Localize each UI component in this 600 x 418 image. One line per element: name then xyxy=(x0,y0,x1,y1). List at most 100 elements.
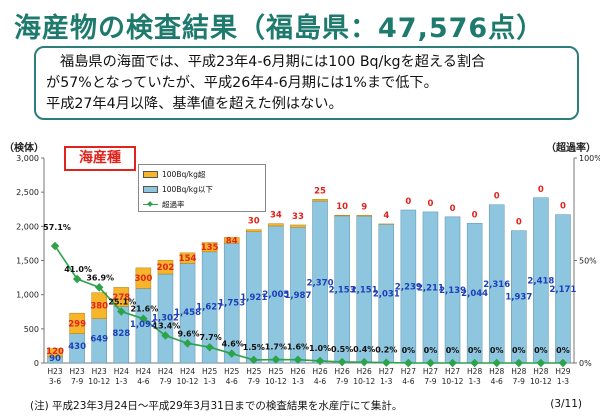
rate-point-21 xyxy=(514,358,524,368)
legend-label-rate: 超過率 xyxy=(162,199,185,209)
bar-over-value-label: 120 xyxy=(46,347,64,357)
bar-under-value-label: 1,627 xyxy=(196,303,223,313)
y-left-tick-label: 2,000 xyxy=(16,222,39,231)
rate-value-label: 9.6% xyxy=(177,329,199,338)
rate-value-label: 0% xyxy=(512,346,526,355)
x-tick-label-period: 10-12 xyxy=(442,377,464,386)
x-tick-label-year: H27 xyxy=(423,367,438,376)
x-tick-label-year: H25 xyxy=(246,367,261,376)
x-tick-label-period: 1-3 xyxy=(557,377,569,386)
bar-over-value-label: 25 xyxy=(314,186,326,196)
rate-point-6 xyxy=(183,339,192,348)
rate-point-8 xyxy=(227,349,236,358)
y-left-tick-label: 0 xyxy=(34,359,39,368)
rate-value-label: 1.0% xyxy=(309,344,331,353)
bar-over-10 xyxy=(268,223,284,227)
rate-point-4 xyxy=(139,314,148,323)
bar-over-8 xyxy=(223,237,240,244)
y-left-tick-label: 1,000 xyxy=(16,291,39,300)
x-tick-label-period: 7-9 xyxy=(248,377,260,386)
rate-point-9 xyxy=(249,355,259,365)
bar-over-1 xyxy=(69,312,85,334)
x-tick-label-year: H23 xyxy=(70,367,85,376)
rate-value-label: 0.4% xyxy=(353,345,375,354)
bar-over-value-label: 154 xyxy=(179,254,197,264)
x-tick-label-year: H29 xyxy=(555,367,570,376)
y-left-tick-label: 500 xyxy=(24,325,39,334)
description-line-1: 福島県の海面では、平成23年4-6月期には100 Bq/kgを超える割合 xyxy=(60,54,486,70)
legend-swatch-under xyxy=(143,185,158,193)
legend-item-under: 100Bq/kg以下 xyxy=(143,183,213,195)
page-number: (3/11) xyxy=(550,398,582,410)
rate-point-12 xyxy=(315,356,325,366)
x-tick-label-period: 4-6 xyxy=(491,377,503,386)
rate-point-18 xyxy=(448,358,457,368)
bar-over-value-label: 0 xyxy=(427,199,433,209)
x-tick-label-year: H26 xyxy=(357,367,372,376)
bar-under-value-label: 1,937 xyxy=(505,292,532,302)
bar-over-value-label: 135 xyxy=(201,243,219,253)
legend-item-over: 100Bq/kg超 xyxy=(143,168,205,180)
x-tick-label-period: 7-9 xyxy=(336,377,348,386)
y-left-tick-label: 3,000 xyxy=(16,154,39,163)
y-axis-left-label: （検体） xyxy=(4,143,44,154)
rate-point-1 xyxy=(72,274,82,284)
x-tick-label-period: 10-12 xyxy=(88,377,110,386)
bar-over-7 xyxy=(201,242,218,253)
bar-over-value-label: 0 xyxy=(405,197,411,207)
rate-point-11 xyxy=(293,355,303,364)
rate-value-label: 0.2% xyxy=(375,346,397,355)
y-left-tick-label: 2,500 xyxy=(16,188,39,197)
x-tick-label-year: H26 xyxy=(312,367,327,376)
x-tick-label-period: 7-9 xyxy=(513,377,525,386)
x-tick-label-year: H25 xyxy=(268,367,283,376)
rate-point-13 xyxy=(337,357,347,367)
bar-under-value-label: 2,211 xyxy=(417,283,444,293)
x-tick-label-year: H28 xyxy=(533,367,548,376)
rate-point-0 xyxy=(50,241,60,251)
x-tick-label-period: 4-6 xyxy=(137,377,149,386)
x-tick-label-period: 4-6 xyxy=(402,377,414,386)
bar-under-value-label: 430 xyxy=(68,342,86,352)
rate-point-19 xyxy=(470,358,479,368)
bar-under-value-label: 1,458 xyxy=(174,308,201,318)
bar-over-3 xyxy=(113,287,130,307)
rate-value-label: 4.6% xyxy=(222,340,244,349)
legend-label-over: 100Bq/kg超 xyxy=(162,169,206,179)
x-tick-label-period: 7-9 xyxy=(71,377,83,386)
bar-over-value-label: 30 xyxy=(248,217,260,227)
x-tick-label-period: 10-12 xyxy=(353,377,375,386)
x-tick-label-period: 10-12 xyxy=(530,377,552,386)
bar-over-value-label: 300 xyxy=(135,274,153,284)
bar-over-value-label: 202 xyxy=(157,263,175,273)
x-tick-label-year: H23 xyxy=(92,367,107,376)
footnote: (注) 平成23年3月24日～平成29年3月31日までの検査結果を水産庁にて集計… xyxy=(30,400,403,412)
y-right-tick-label: 100% xyxy=(579,154,600,163)
x-tick-label-year: H24 xyxy=(114,367,129,376)
y-right-tick-label: 0% xyxy=(579,359,592,368)
x-tick-label-year: H28 xyxy=(467,367,482,376)
bar-under-value-label: 2,139 xyxy=(439,286,466,296)
bar-under-value-label: 2,316 xyxy=(483,280,510,290)
description-line-3: 平成27年4月以降、基準値を超えた例はない。 xyxy=(46,96,343,112)
rate-value-label: 21.6% xyxy=(130,305,158,314)
bar-under-value-label: 828 xyxy=(112,329,130,339)
x-tick-label-period: 7-9 xyxy=(424,377,436,386)
y-axis-right-label: （超過率） xyxy=(546,143,596,154)
x-tick-label-year: H25 xyxy=(202,367,217,376)
x-tick-label-period: 4-6 xyxy=(314,377,326,386)
bar-over-value-label: 0 xyxy=(472,210,478,220)
bar-under-value-label: 1,092 xyxy=(130,320,157,330)
rate-value-label: 25.1% xyxy=(108,298,136,307)
legend-line-rate-icon xyxy=(143,201,158,208)
bar-under-value-label: 2,370 xyxy=(307,278,334,288)
x-tick-label-period: 3-6 xyxy=(49,377,61,386)
x-tick-label-period: 10-12 xyxy=(177,377,199,386)
x-tick-label-year: H27 xyxy=(445,367,460,376)
x-tick-label-year: H24 xyxy=(136,367,151,376)
rate-value-label: 0% xyxy=(490,346,504,355)
x-tick-label-period: 1-3 xyxy=(380,377,392,386)
page-title: 海産物の検査結果（福島県：47,576点） xyxy=(14,13,545,44)
rate-value-label: 0% xyxy=(402,346,416,355)
